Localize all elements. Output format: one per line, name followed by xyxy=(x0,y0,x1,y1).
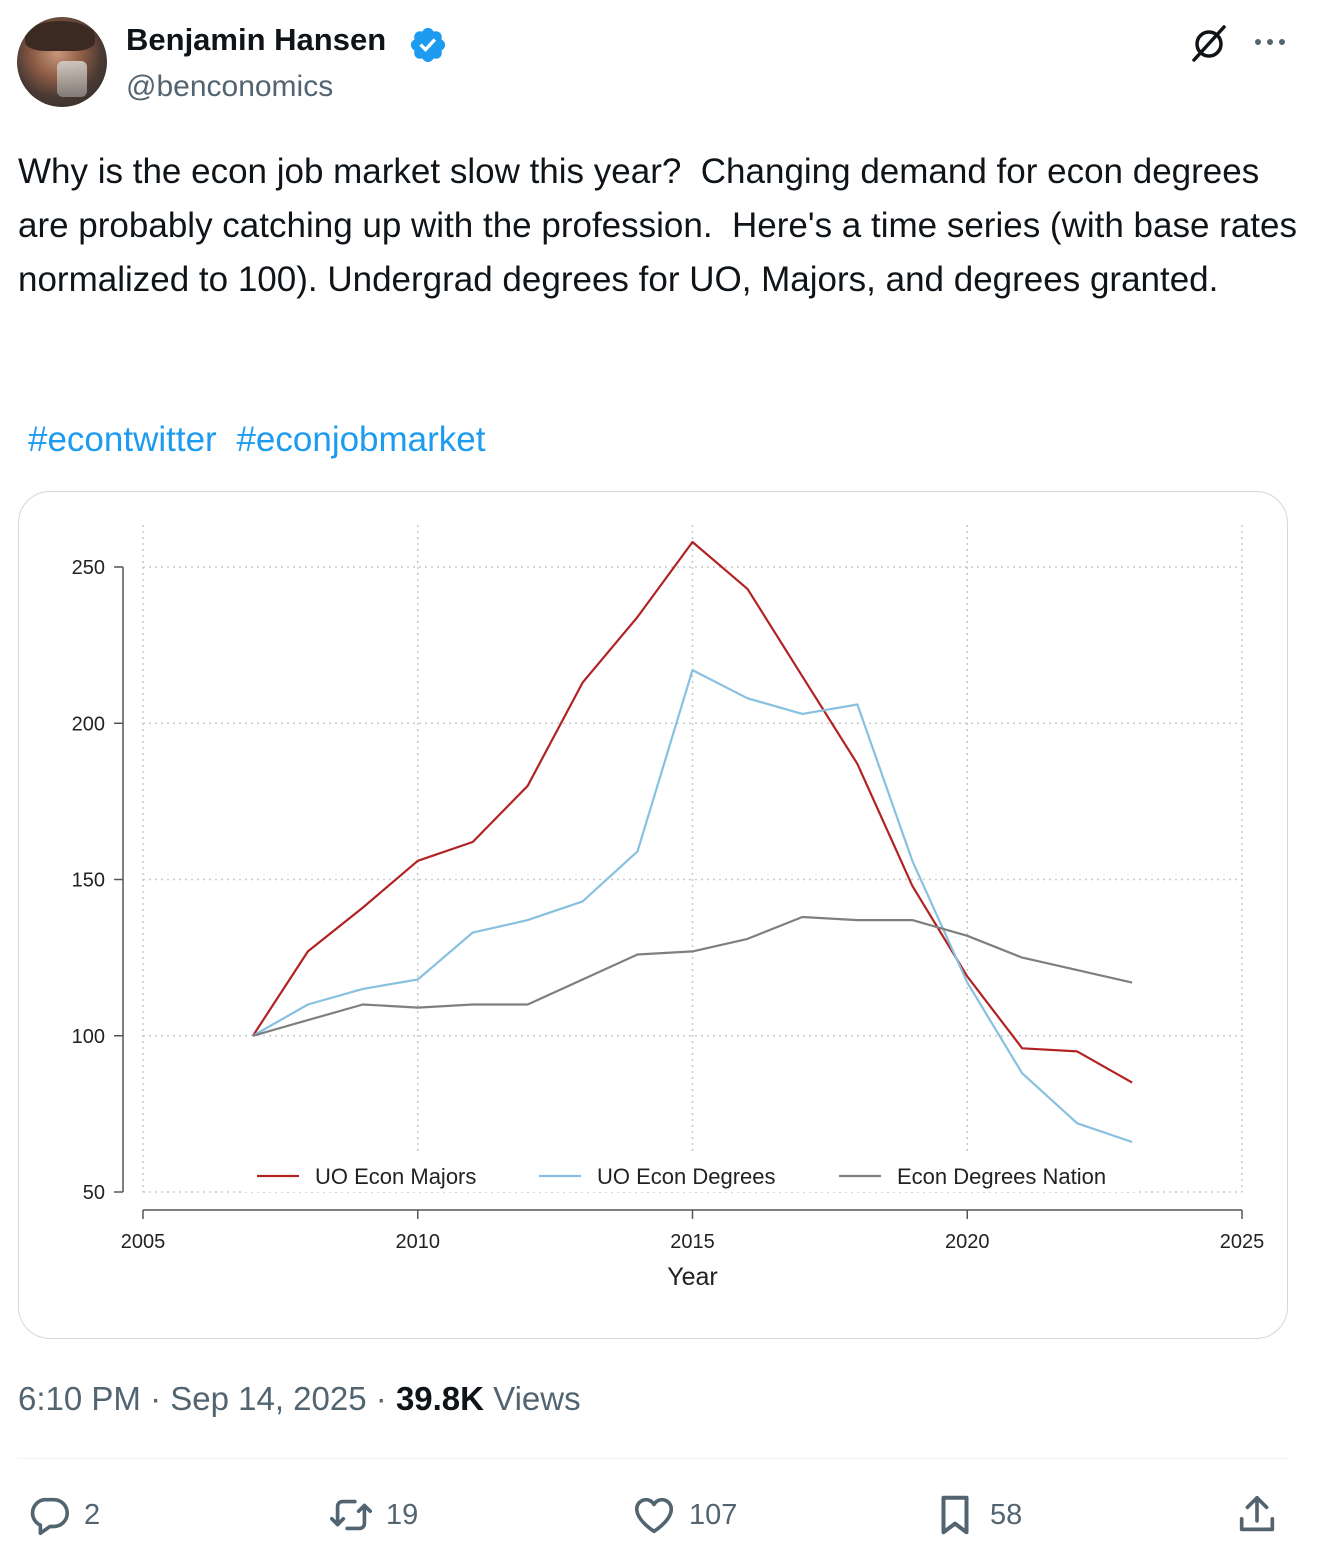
legend-box xyxy=(244,1154,1139,1192)
x-tick-label: 2010 xyxy=(396,1231,441,1253)
reply-count: 2 xyxy=(84,1498,101,1531)
more-options-icon[interactable] xyxy=(1250,24,1290,60)
y-tick-label: 150 xyxy=(72,870,105,892)
tweet-text: Why is the econ job market slow this yea… xyxy=(18,152,1307,299)
heart-icon xyxy=(634,1497,674,1534)
legend-label: Econ Degrees Nation xyxy=(897,1164,1106,1189)
share-icon xyxy=(1239,1495,1275,1532)
views-count: 39.8K xyxy=(395,1380,484,1417)
legend-label: UO Econ Majors xyxy=(315,1164,476,1189)
grok-icon[interactable] xyxy=(1188,22,1230,64)
series-line xyxy=(252,915,1133,1037)
bookmark-button[interactable]: 58 xyxy=(932,1490,1022,1540)
bookmark-icon xyxy=(941,1495,969,1535)
x-axis-title: Year xyxy=(667,1263,718,1291)
like-count: 107 xyxy=(689,1498,738,1531)
repost-icon xyxy=(330,1499,372,1531)
y-tick-label: 250 xyxy=(72,557,105,579)
author-name[interactable]: Benjamin Hansen xyxy=(126,22,387,57)
y-tick-label: 50 xyxy=(83,1182,105,1204)
reply-button[interactable]: 2 xyxy=(26,1490,100,1540)
avatar-glass xyxy=(57,61,87,97)
x-tick-label: 2020 xyxy=(945,1231,990,1253)
repost-count: 19 xyxy=(386,1498,419,1531)
x-tick-label: 2025 xyxy=(1220,1231,1265,1253)
hashtag-link[interactable]: #econtwitter xyxy=(28,420,217,459)
x-tick-label: 2015 xyxy=(670,1231,715,1253)
meta-separator: · xyxy=(150,1380,171,1417)
avatar[interactable] xyxy=(17,17,107,107)
legend-label: UO Econ Degrees xyxy=(597,1164,776,1189)
share-button[interactable] xyxy=(1234,1490,1292,1540)
divider xyxy=(18,1458,1290,1459)
y-tick-label: 100 xyxy=(72,1026,105,1048)
avatar-hair xyxy=(25,21,95,51)
meta-separator: · xyxy=(375,1380,396,1417)
author-handle[interactable]: @benconomics xyxy=(126,70,334,103)
tweet-time[interactable]: 6:10 PM xyxy=(18,1380,141,1417)
verified-badge-icon[interactable] xyxy=(408,25,448,65)
repost-button[interactable]: 19 xyxy=(328,1490,418,1540)
like-button[interactable]: 107 xyxy=(631,1490,737,1540)
x-tick-label: 2005 xyxy=(121,1231,166,1253)
reply-icon xyxy=(30,1497,70,1536)
series-line xyxy=(252,669,1133,1144)
views-label: Views xyxy=(493,1380,581,1417)
tweet-meta: 6:10 PM · Sep 14, 2025 · 39.8K Views xyxy=(18,1380,581,1418)
y-tick-label: 200 xyxy=(72,713,105,735)
tweet-date[interactable]: Sep 14, 2025 xyxy=(170,1380,367,1417)
line-chart: 50 100 150 200 250 2005 2010 2015 2020 2025 Year UO… xyxy=(72,525,1265,1291)
bookmark-count: 58 xyxy=(990,1498,1023,1531)
series-line xyxy=(251,540,1133,1084)
hashtags: #econtwitter #econjobmarket xyxy=(28,413,496,467)
chart-image-card[interactable]: 50 100 150 200 250 2005 2010 2015 2020 2025 Year UO… xyxy=(18,491,1288,1339)
hashtag-link[interactable]: #econjobmarket xyxy=(236,420,486,459)
